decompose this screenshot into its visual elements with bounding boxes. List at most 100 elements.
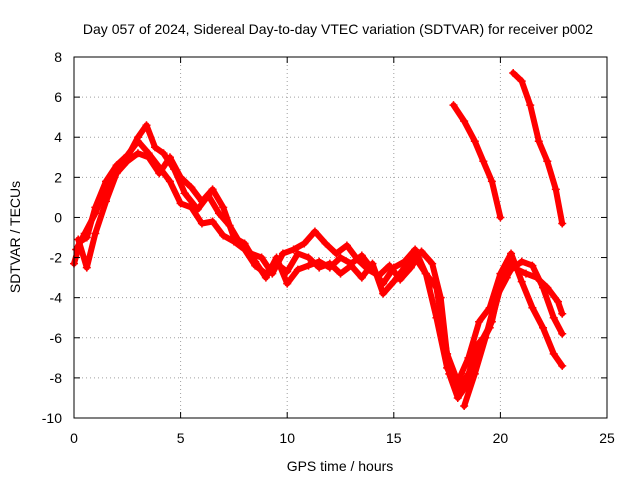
data-point-track-1 <box>558 361 567 370</box>
data-point-track-5 <box>558 219 567 228</box>
data-point-track-1 <box>357 273 366 282</box>
data-point-track-3 <box>251 257 260 266</box>
data-point-track-3 <box>400 257 409 266</box>
data-point-track-1 <box>475 317 484 326</box>
data-point-track-3 <box>165 153 174 162</box>
data-point-track-6 <box>481 333 490 342</box>
data-point-track-3 <box>517 257 526 266</box>
data-point-track-3 <box>229 233 238 242</box>
data-point-track-1 <box>507 249 516 258</box>
data-point-track-2 <box>133 133 142 142</box>
x-tick-label: 5 <box>177 430 185 446</box>
x-tick-label: 15 <box>386 430 402 446</box>
data-point-track-2 <box>214 209 223 218</box>
data-point-track-3 <box>507 265 516 274</box>
data-point-track-3 <box>453 385 462 394</box>
data-point-track-2 <box>142 121 151 130</box>
data-point-track-3 <box>219 203 228 212</box>
data-point-track-6 <box>492 293 501 302</box>
y-axis-label: SDTVAR / TECUs <box>7 181 23 293</box>
data-point-track-1 <box>304 253 313 262</box>
tick-layer: 0 5 10 15 20 25 -10 -8 -6 -4 -2 0 2 4 6 8 <box>42 49 615 446</box>
data-point-track-2 <box>151 143 160 152</box>
series-layer <box>70 69 567 410</box>
data-point-track-1 <box>389 277 398 286</box>
data-point-track-1 <box>549 349 558 358</box>
data-point-track-3 <box>558 329 567 338</box>
data-point-track-1 <box>208 217 217 226</box>
data-point-track-3 <box>123 157 132 166</box>
data-point-track-2 <box>300 239 309 248</box>
data-point-track-1 <box>165 177 174 186</box>
data-point-track-2 <box>436 293 445 302</box>
data-point-track-2 <box>558 309 567 318</box>
data-point-track-1 <box>528 303 537 312</box>
data-point-track-1 <box>176 199 185 208</box>
data-point-track-3 <box>421 269 430 278</box>
data-point-track-3 <box>82 263 91 272</box>
data-point-track-4 <box>449 101 458 110</box>
data-point-track-4 <box>479 157 488 166</box>
data-point-track-3 <box>261 273 270 282</box>
y-tick-label: -10 <box>42 410 62 426</box>
data-point-track-3 <box>91 229 100 238</box>
y-tick-label: 4 <box>54 129 62 145</box>
data-point-track-1 <box>336 269 345 278</box>
data-point-track-1 <box>293 249 302 258</box>
x-tick-label: 20 <box>493 430 509 446</box>
data-point-track-2 <box>342 241 351 250</box>
data-point-track-3 <box>74 235 83 244</box>
x-tick-label: 25 <box>599 430 615 446</box>
data-point-track-1 <box>219 231 228 240</box>
data-point-track-5 <box>534 137 543 146</box>
data-point-track-3 <box>176 173 185 182</box>
data-point-track-4 <box>496 213 505 222</box>
data-point-track-3 <box>197 197 206 206</box>
data-point-track-2 <box>257 253 266 262</box>
data-point-track-2 <box>289 245 298 254</box>
data-point-track-2 <box>310 227 319 236</box>
data-point-track-2 <box>180 189 189 198</box>
data-point-track-3 <box>443 363 452 372</box>
data-point-track-3 <box>133 149 142 158</box>
data-point-track-2 <box>278 249 287 258</box>
data-point-track-3 <box>528 261 537 270</box>
data-point-track-5 <box>551 185 560 194</box>
series-line-track-4 <box>450 102 504 221</box>
data-point-track-5 <box>543 157 552 166</box>
data-point-track-2 <box>193 205 202 214</box>
data-point-track-2 <box>504 257 513 266</box>
data-point-track-3 <box>432 313 441 322</box>
data-point-track-5 <box>517 77 526 86</box>
x-tick-label: 10 <box>279 430 295 446</box>
data-point-track-3 <box>293 265 302 274</box>
data-point-track-3 <box>155 169 164 178</box>
data-point-track-2 <box>428 259 437 268</box>
data-point-track-1 <box>539 323 548 332</box>
data-point-track-3 <box>389 263 398 272</box>
data-point-track-2 <box>91 209 100 218</box>
data-point-track-1 <box>197 219 206 228</box>
x-tick-label: 0 <box>70 430 78 446</box>
grid-layer <box>74 57 607 418</box>
data-point-track-3 <box>144 153 153 162</box>
x-axis-label: GPS time / hours <box>287 458 394 474</box>
data-point-track-4 <box>470 137 479 146</box>
data-point-track-2 <box>396 275 405 284</box>
data-point-track-3 <box>549 313 558 322</box>
data-point-track-1 <box>379 289 388 298</box>
y-tick-label: 8 <box>54 49 62 65</box>
data-point-track-5 <box>526 101 535 110</box>
data-point-track-3 <box>325 263 334 272</box>
data-point-track-6 <box>502 273 511 282</box>
data-point-track-3 <box>315 257 324 266</box>
data-point-track-4 <box>460 117 469 126</box>
data-point-track-3 <box>208 185 217 194</box>
y-tick-label: -6 <box>50 330 63 346</box>
data-point-track-1 <box>517 277 526 286</box>
data-point-track-2 <box>406 263 415 272</box>
plot-frame <box>73 56 608 419</box>
data-point-track-5 <box>509 69 518 78</box>
chart-title: Day 057 of 2024, Sidereal Day-to-day VTE… <box>83 21 593 37</box>
